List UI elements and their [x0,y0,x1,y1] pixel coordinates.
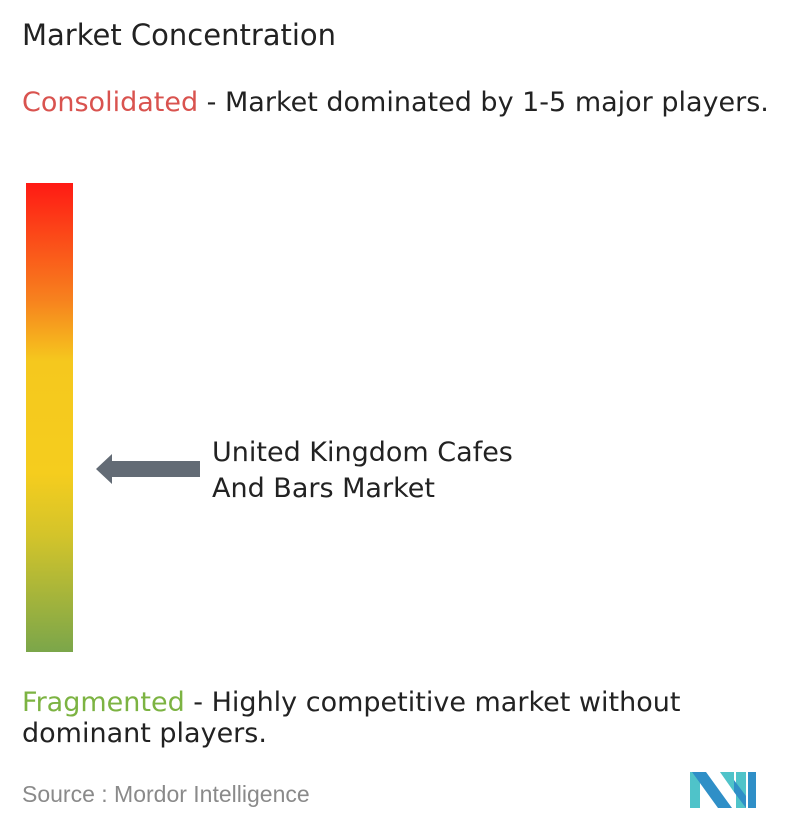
market-label: United Kingdom Cafes And Bars Market [212,437,513,505]
page-title: Market Concentration [22,18,337,52]
mordor-intelligence-logo [690,772,756,808]
fragmented-text: - Highly competitive market without domi… [22,687,681,749]
concentration-gradient-bar [26,183,73,652]
fragmented-label: Fragmented [22,687,185,718]
consolidated-label: Consolidated [22,87,199,118]
consolidated-text: - Market dominated by 1-5 major players. [198,87,769,118]
arrow-left-icon [96,454,200,485]
consolidated-description: Consolidated - Market dominated by 1-5 m… [22,87,792,118]
source-text: Source : Mordor Intelligence [22,781,310,807]
fragmented-description: Fragmented - Highly competitive market w… [22,687,792,749]
